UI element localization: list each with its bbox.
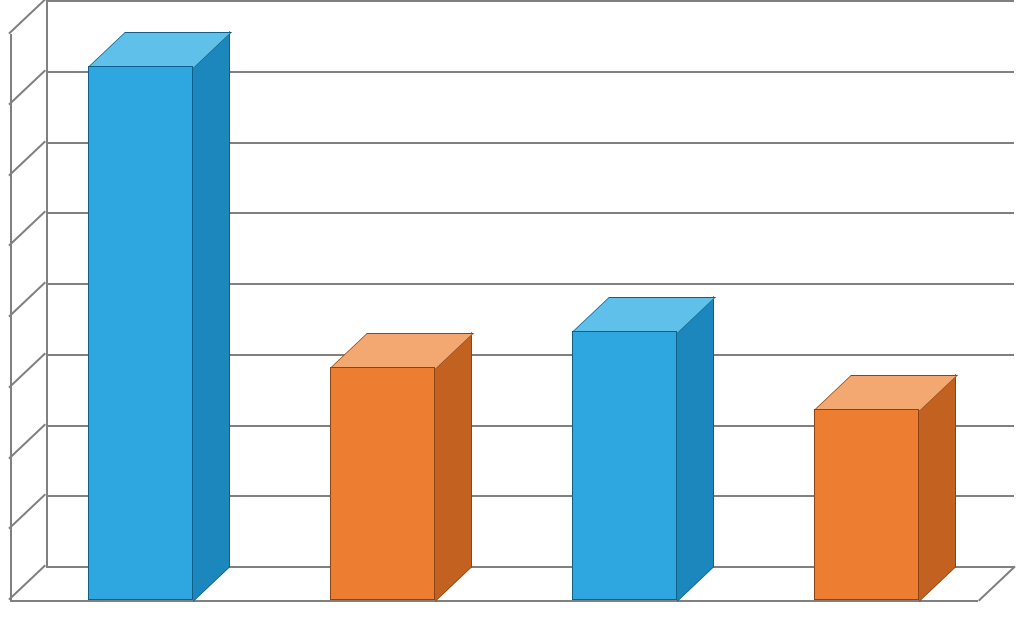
bar-chart-3d bbox=[0, 0, 1024, 639]
floor-front-edge bbox=[10, 600, 978, 602]
bar bbox=[572, 331, 677, 600]
bar bbox=[88, 66, 193, 600]
y-axis-front bbox=[10, 34, 12, 600]
bar bbox=[814, 409, 919, 600]
plot-area bbox=[0, 0, 1024, 639]
bar bbox=[330, 367, 435, 600]
floor-right-edge bbox=[978, 566, 1015, 601]
